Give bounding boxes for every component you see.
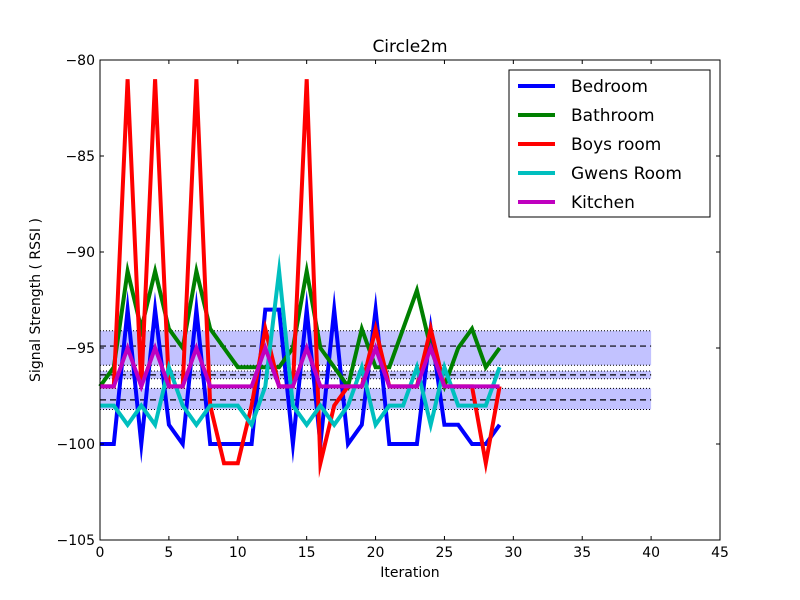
axes-frame xyxy=(99,59,721,541)
series-line-kitchen xyxy=(100,342,500,393)
x-tick-label: 30 xyxy=(504,545,522,561)
x-tick-label: 0 xyxy=(96,545,105,561)
x-tick-label: 5 xyxy=(164,545,173,561)
y-tick-label: −80 xyxy=(65,53,95,69)
legend-label: Boys room xyxy=(571,135,661,155)
series-line-boys-room xyxy=(100,79,502,478)
legend-label: Bedroom xyxy=(571,77,648,97)
y-tick-label: −85 xyxy=(65,149,95,165)
x-axis-label: Iteration xyxy=(380,565,439,581)
y-tick-label: −90 xyxy=(65,245,95,261)
x-tick-label: 25 xyxy=(436,545,454,561)
x-tick-label: 35 xyxy=(573,545,591,561)
y-tick-label: −100 xyxy=(57,437,95,453)
y-tick-label: −95 xyxy=(65,341,95,357)
chart-title: Circle2m xyxy=(372,37,447,57)
y-tick-label: −105 xyxy=(57,533,95,549)
x-tick-label: 10 xyxy=(229,545,247,561)
legend-label: Gwens Room xyxy=(571,164,682,184)
legend-label: Kitchen xyxy=(571,193,635,213)
x-tick-label: 20 xyxy=(367,545,385,561)
x-tick-label: 15 xyxy=(298,545,316,561)
x-tick-label: 40 xyxy=(642,545,660,561)
legend-label: Bathroom xyxy=(571,106,655,126)
plot-area: 0 5 10 15 20 25 30 35 40 45 −105 −100 −95 −90 −85 −80 xyxy=(57,53,729,561)
y-axis-label: Signal Strength ( RSSI ) xyxy=(28,218,44,382)
x-tick-label: 45 xyxy=(711,545,729,561)
legend: Bedroom Bathroom Boys room Gwens Room Kitche… xyxy=(508,69,711,218)
